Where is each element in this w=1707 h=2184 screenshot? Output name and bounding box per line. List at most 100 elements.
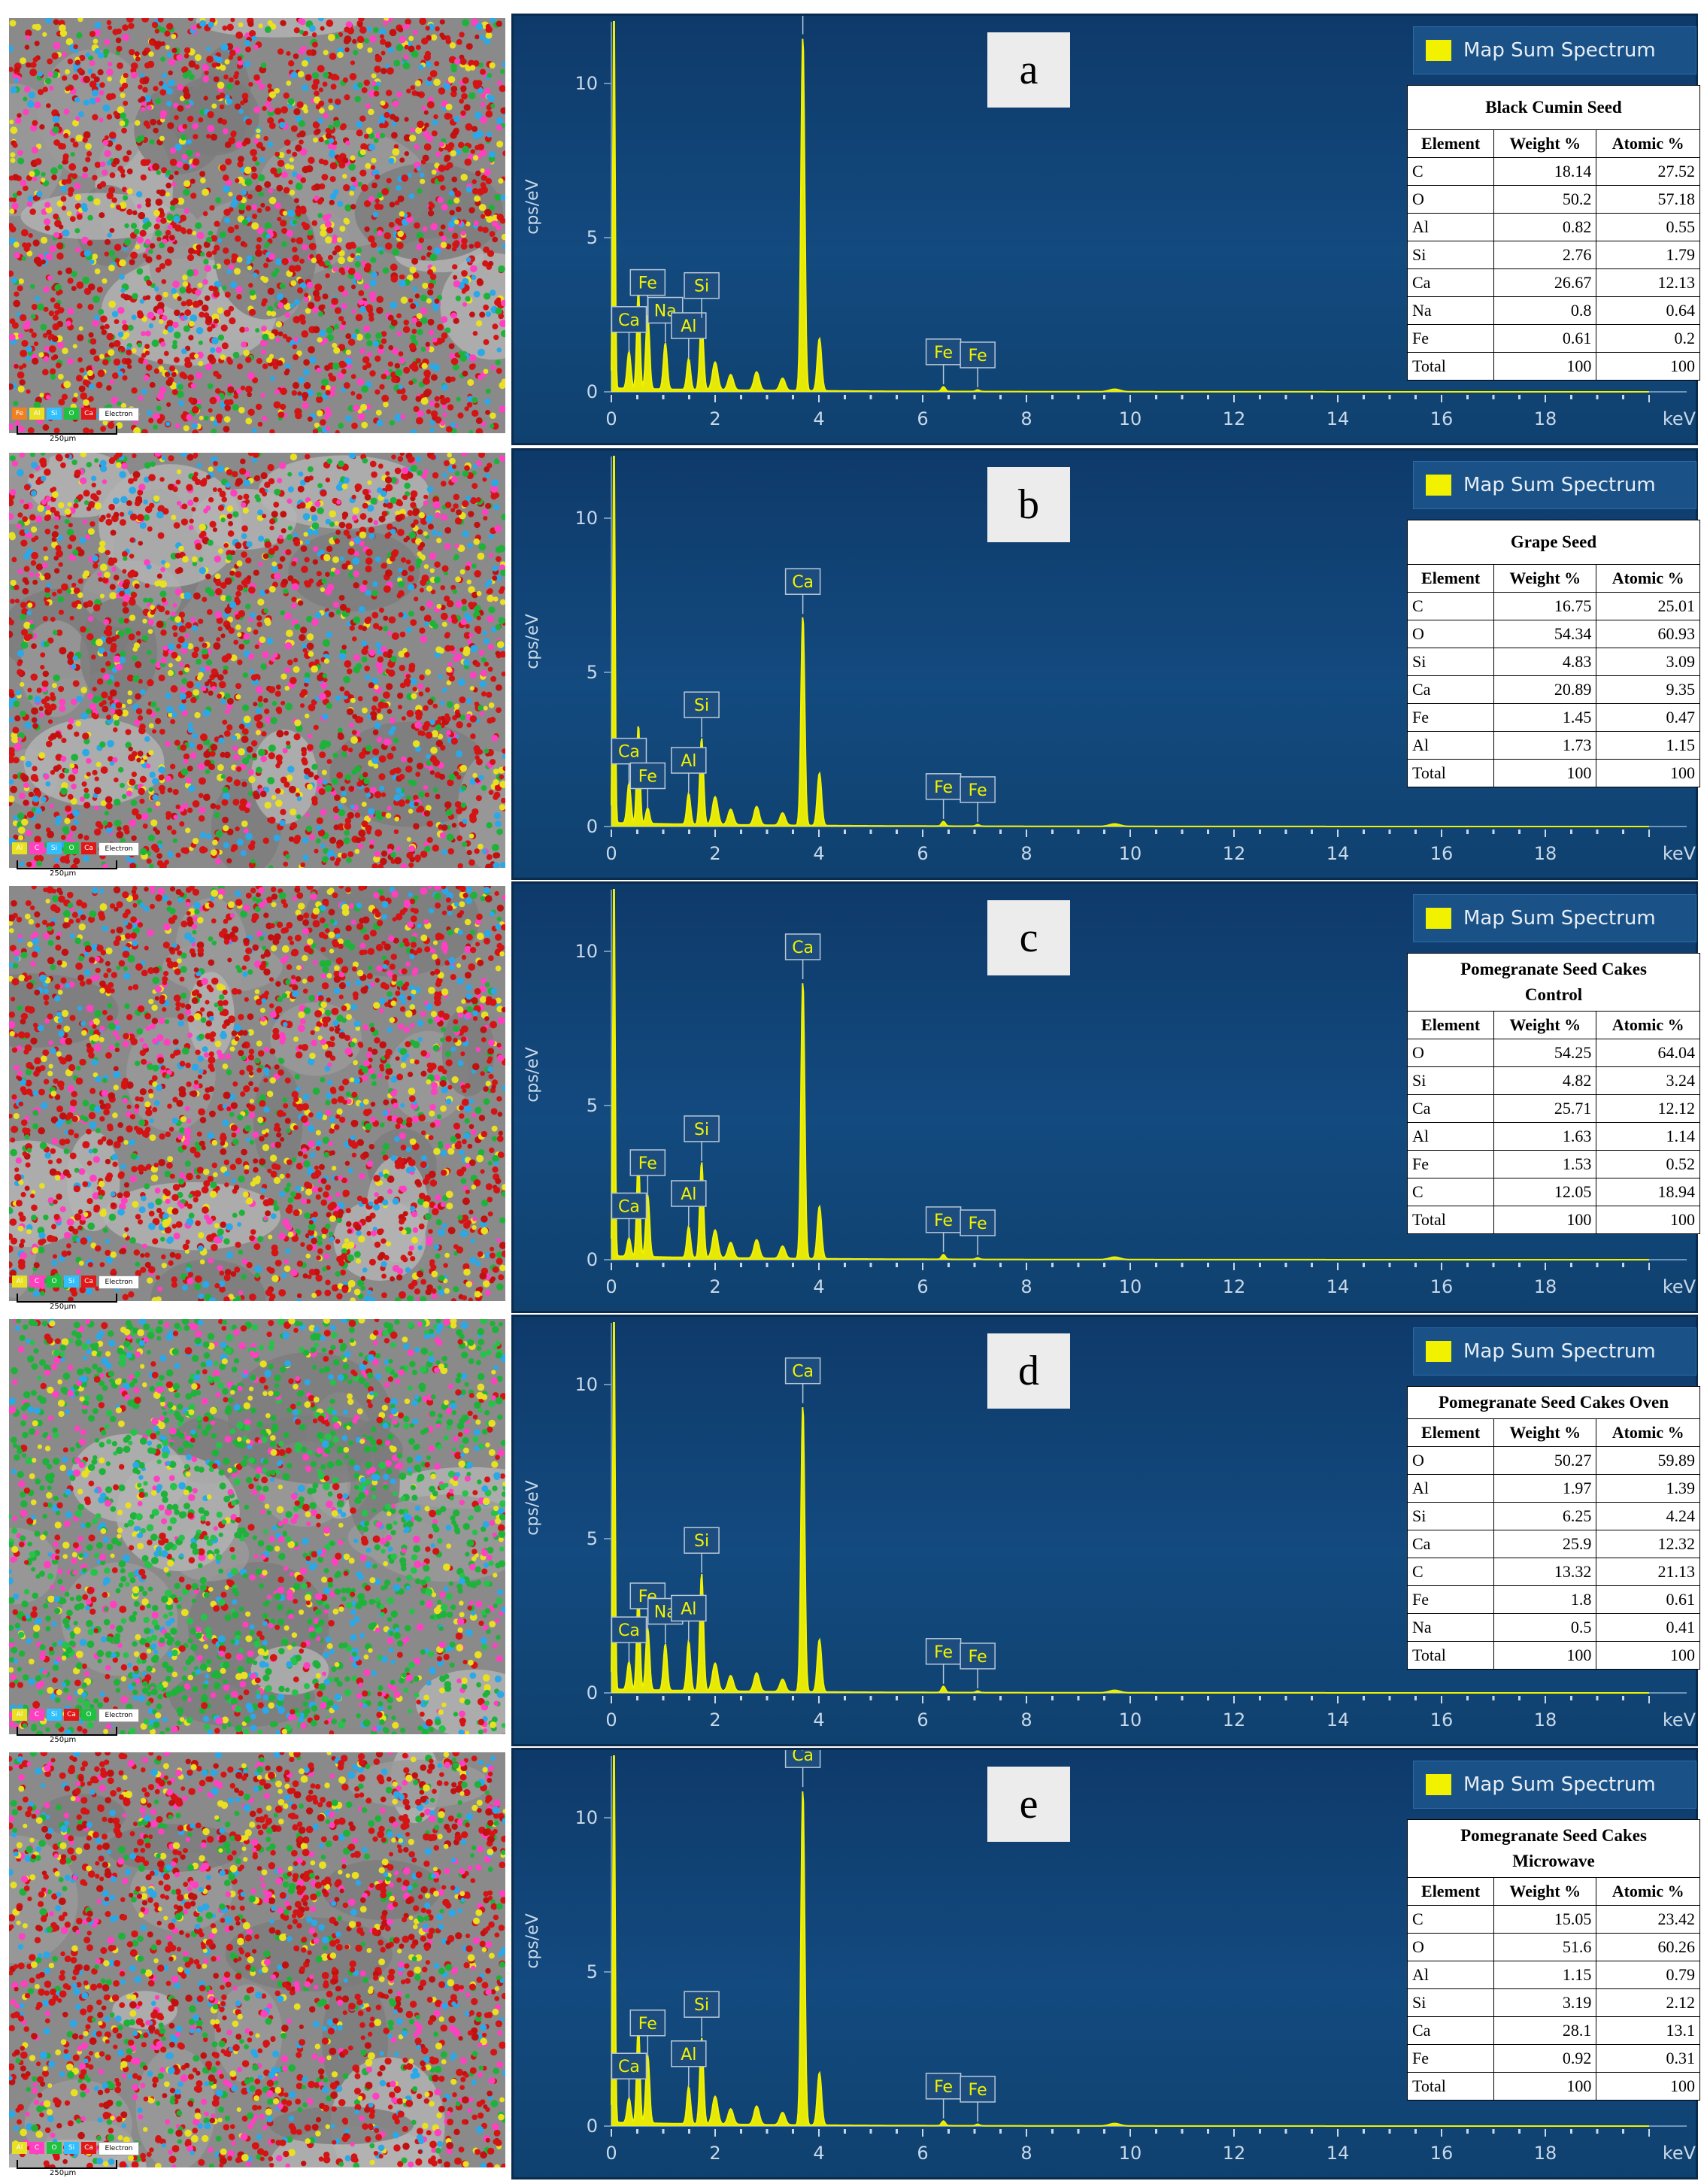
elemental-map-image: Fe Al Si O Ca Electron bbox=[9, 18, 505, 433]
peak-label-text: Ca bbox=[618, 743, 640, 762]
peak-label: Al bbox=[671, 1180, 707, 1226]
table-row: Fe 0.61 0.2 bbox=[1406, 324, 1700, 353]
table-row: Si 2.76 1.79 bbox=[1406, 241, 1700, 269]
scale-bar bbox=[17, 860, 117, 869]
atomic-cell: 1.39 bbox=[1596, 1474, 1700, 1503]
table-row: Total 100 100 bbox=[1406, 759, 1700, 787]
atomic-cell: 100 bbox=[1596, 759, 1700, 787]
element-cell: Total bbox=[1406, 1206, 1495, 1234]
x-tick-label: 12 bbox=[1223, 2143, 1246, 2164]
table-title: Pomegranate Seed Cakes Oven bbox=[1407, 1386, 1700, 1418]
y-tick-label: 10 bbox=[575, 941, 598, 962]
peak-label-text: Fe bbox=[638, 1154, 657, 1173]
x-tick-label: 16 bbox=[1430, 2143, 1454, 2164]
element-cell: Ca bbox=[1406, 268, 1495, 297]
map-legend-swatch: O bbox=[64, 842, 79, 854]
y-tick-label: 5 bbox=[587, 1528, 598, 1549]
peak-label-text: Ca bbox=[792, 1363, 814, 1382]
weight-cell: 1.15 bbox=[1493, 1961, 1597, 1989]
table-header-cell: Element bbox=[1406, 564, 1495, 593]
table-row: C 12.05 18.94 bbox=[1406, 1178, 1700, 1206]
peak-label-text: Fe bbox=[934, 1212, 953, 1230]
peak-label: Fe bbox=[629, 2010, 666, 2055]
table-row: C 18.14 27.52 bbox=[1406, 157, 1700, 186]
peak-label: Ca bbox=[611, 1616, 647, 1663]
x-axis-unit: keV bbox=[1663, 2143, 1696, 2164]
peak-label-text: Fe bbox=[934, 2078, 953, 2097]
table-row: Al 1.15 0.79 bbox=[1406, 1961, 1700, 1989]
x-tick-label: 12 bbox=[1223, 843, 1246, 864]
legend-swatch bbox=[1426, 1341, 1451, 1362]
table-row: Ca 25.9 12.32 bbox=[1406, 1530, 1700, 1558]
map-legend-swatch: Si bbox=[64, 2142, 79, 2154]
weight-cell: 15.05 bbox=[1493, 1905, 1597, 1934]
atomic-cell: 3.09 bbox=[1596, 648, 1700, 676]
peak-label: Ca bbox=[611, 306, 647, 352]
peak-label-text: Si bbox=[694, 1996, 709, 2015]
x-tick-label: 0 bbox=[605, 2143, 617, 2164]
x-tick-label: 2 bbox=[709, 408, 720, 429]
atomic-cell: 100 bbox=[1596, 352, 1700, 381]
table-row: Si 6.25 4.24 bbox=[1406, 1502, 1700, 1530]
peak-label-text: Fe bbox=[638, 2015, 657, 2034]
y-axis-label: cps/eV bbox=[523, 1047, 542, 1103]
weight-cell: 50.2 bbox=[1493, 185, 1597, 214]
x-tick-label: 0 bbox=[605, 1276, 617, 1297]
weight-cell: 20.89 bbox=[1493, 675, 1597, 704]
y-axis-label: cps/eV bbox=[523, 179, 542, 235]
peak-label-text: Fe bbox=[934, 1643, 953, 1662]
map-legend-swatch: Al bbox=[29, 408, 44, 420]
atomic-cell: 18.94 bbox=[1596, 1178, 1700, 1206]
elemental-map-dots bbox=[9, 886, 505, 1301]
peak-label: Fe bbox=[960, 2076, 996, 2122]
x-tick-label: 0 bbox=[605, 1709, 617, 1731]
table-row: O 54.25 64.04 bbox=[1406, 1039, 1700, 1067]
table-row: Na 0.8 0.64 bbox=[1406, 296, 1700, 325]
spectrum-chart: 0510cps/eV024681012141618keVCaFeNaAlSiCa… bbox=[523, 16, 1696, 429]
table-row: Total 100 100 bbox=[1406, 1641, 1700, 1670]
table-header-cell: Element bbox=[1406, 129, 1495, 158]
scale-bar bbox=[17, 2160, 117, 2169]
y-tick-label: 0 bbox=[587, 381, 598, 402]
peak-label: Si bbox=[684, 1527, 720, 1573]
peak-label: Fe bbox=[629, 762, 666, 808]
legend-label: Map Sum Spectrum bbox=[1463, 1340, 1656, 1363]
x-tick-label: 6 bbox=[917, 1276, 928, 1297]
peak-label: Fe bbox=[960, 1643, 996, 1688]
x-tick-label: 2 bbox=[709, 843, 720, 864]
map-legend-swatch: O bbox=[81, 1709, 96, 1721]
spectrum-panel-e: 0 5 10 cps/eV 0 2 4 6 8 10 12 14 16 18 keV Ca Fe Al Si Ca Fe… bbox=[511, 1748, 1700, 2179]
elemental-map-dots bbox=[9, 18, 505, 433]
weight-cell: 1.73 bbox=[1493, 731, 1597, 760]
element-cell: Al bbox=[1406, 1122, 1495, 1151]
peak-label-text: Fe bbox=[969, 347, 987, 366]
legend-swatch bbox=[1426, 475, 1451, 496]
atomic-cell: 23.42 bbox=[1596, 1905, 1700, 1934]
weight-cell: 0.61 bbox=[1493, 324, 1597, 353]
weight-cell: 100 bbox=[1493, 1206, 1597, 1234]
x-axis-unit: keV bbox=[1663, 1276, 1696, 1297]
peak-label: Fe bbox=[960, 341, 996, 387]
spectrum-legend: Map Sum Spectrum bbox=[1413, 1761, 1696, 1809]
table-header-cell: Atomic % bbox=[1596, 1418, 1700, 1447]
y-tick-label: 10 bbox=[575, 1807, 598, 1828]
table-title: Grape Seed bbox=[1407, 520, 1700, 564]
atomic-cell: 64.04 bbox=[1596, 1039, 1700, 1067]
peak-label: Fe bbox=[925, 338, 962, 384]
element-cell: C bbox=[1406, 1558, 1495, 1586]
atomic-cell: 12.13 bbox=[1596, 268, 1700, 297]
spectrum-line bbox=[611, 1322, 1649, 1694]
legend-label: Map Sum Spectrum bbox=[1463, 474, 1656, 496]
element-cell: O bbox=[1406, 1039, 1495, 1067]
atomic-cell: 1.14 bbox=[1596, 1122, 1700, 1151]
spectrum-panel-b: 0 5 10 cps/eV 0 2 4 6 8 10 12 14 16 18 keV Ca Fe Al Si Ca Fe… bbox=[511, 448, 1700, 880]
y-tick-label: 0 bbox=[587, 1249, 598, 1270]
x-tick-label: 16 bbox=[1430, 1709, 1454, 1731]
weight-cell: 25.71 bbox=[1493, 1094, 1597, 1123]
weight-cell: 25.9 bbox=[1493, 1530, 1597, 1558]
atomic-cell: 60.26 bbox=[1596, 1933, 1700, 1961]
peak-label: Si bbox=[684, 1991, 720, 2037]
peak-label-text: Ca bbox=[792, 939, 814, 957]
panel-letter: c bbox=[987, 900, 1070, 975]
